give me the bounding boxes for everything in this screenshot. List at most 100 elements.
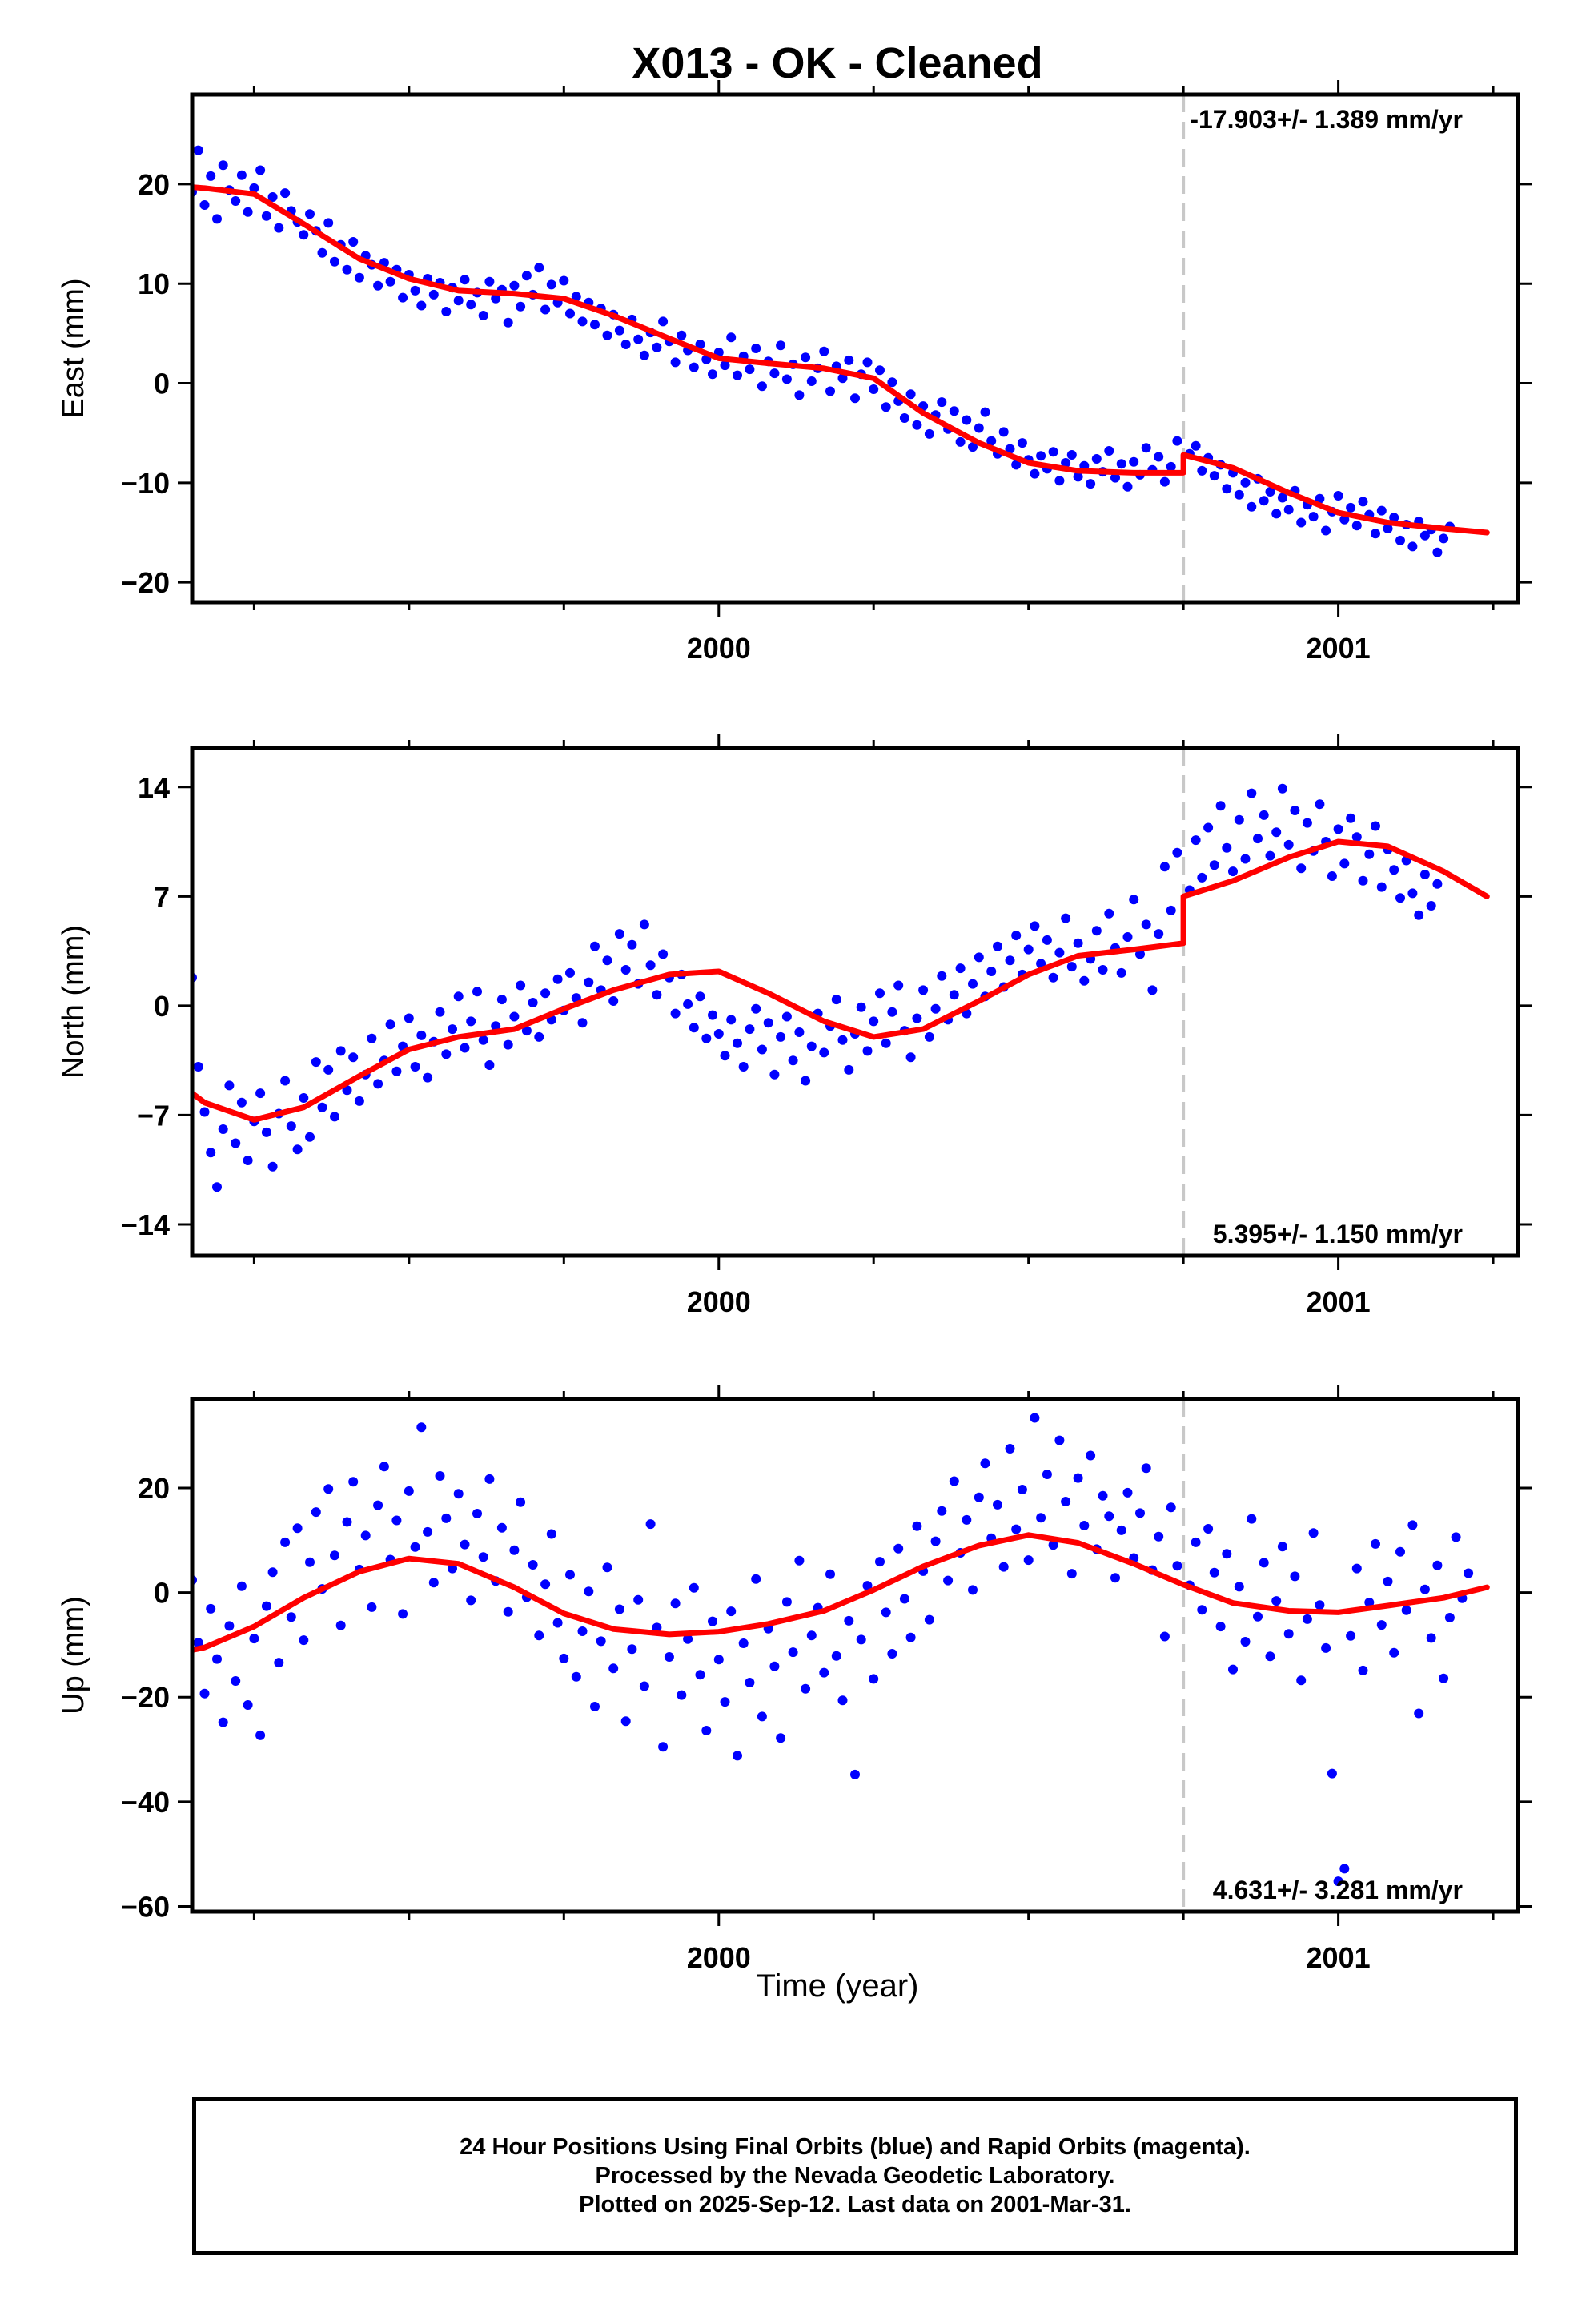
north-data-point: [1054, 947, 1065, 958]
up-data-point: [348, 1477, 359, 1487]
east-data-point: [899, 413, 909, 423]
up-data-point: [1395, 1546, 1405, 1557]
north-data-point: [1154, 929, 1164, 939]
east-data-point: [1091, 454, 1102, 464]
east-data-point: [1197, 465, 1207, 476]
up-data-point: [1135, 1508, 1145, 1518]
north-data-point: [1166, 905, 1176, 915]
up-data-point: [305, 1557, 315, 1567]
up-data-point: [1079, 1521, 1090, 1530]
up-data-point: [199, 1688, 210, 1699]
east-data-point: [968, 442, 978, 452]
up-data-point: [236, 1581, 247, 1591]
up-data-point: [1247, 1514, 1257, 1524]
east-data-point: [218, 160, 228, 171]
up-data-point: [875, 1557, 885, 1567]
east-data-point: [1315, 493, 1325, 504]
north-data-point: [1457, 0, 1467, 5]
up-data-point: [1166, 1502, 1176, 1513]
east-data-point: [652, 342, 662, 352]
east-data-point: [1110, 472, 1120, 483]
east-data-point: [1439, 533, 1449, 544]
east-data-point: [1259, 496, 1269, 506]
east-panel: −20 −10 0 10 20 2000 2001 East (mm) -17.903+/- 1…: [57, 0, 1532, 665]
up-data-point: [1482, 0, 1492, 5]
up-data-point: [255, 1730, 266, 1740]
east-data-point: [757, 381, 767, 392]
up-data-point: [751, 1574, 761, 1584]
north-data-point: [720, 1051, 730, 1061]
east-data-point: [1129, 456, 1139, 467]
north-data-point: [968, 979, 978, 989]
east-data-point: [1222, 484, 1232, 494]
north-data-point: [1159, 862, 1170, 872]
north-data-point: [163, 1082, 172, 1092]
north-data-point: [745, 1024, 755, 1035]
up-data-point: [1228, 1664, 1238, 1675]
north-data-point: [912, 1013, 922, 1023]
north-data-point: [1283, 839, 1294, 850]
north-data-point: [311, 1057, 321, 1068]
east-data-point: [1116, 459, 1126, 469]
up-data-point: [559, 1653, 569, 1663]
up-data-point: [1054, 1435, 1065, 1445]
up-data-point: [299, 1635, 309, 1646]
north-data-point: [905, 1052, 916, 1063]
east-x-tick-label: 2001: [1307, 632, 1371, 665]
north-data-point: [608, 996, 619, 1006]
north-data-point: [738, 1062, 749, 1072]
north-data-point: [1234, 814, 1244, 825]
north-data-point: [937, 971, 947, 981]
up-data-point: [1476, 0, 1486, 5]
east-y-tick-label: 0: [154, 368, 170, 400]
north-data-point: [645, 960, 656, 971]
east-data-point: [243, 207, 253, 217]
up-data-point: [1017, 1485, 1027, 1494]
up-data-point: [781, 1597, 792, 1607]
up-data-point: [1104, 1511, 1114, 1522]
north-data-point: [819, 1047, 829, 1058]
up-x-tick-label: 2000: [687, 1941, 751, 1974]
up-data-point: [1376, 1620, 1387, 1630]
up-data-point: [801, 1683, 811, 1694]
north-data-point: [448, 1024, 457, 1035]
east-data-point: [875, 365, 885, 376]
up-data-point: [1066, 1569, 1077, 1579]
north-data-point: [528, 998, 538, 1007]
east-data-point: [733, 370, 742, 380]
east-data-point: [1457, 0, 1467, 5]
north-data-point: [255, 1088, 266, 1099]
east-data-point: [980, 407, 990, 417]
north-data-point: [1048, 972, 1058, 983]
up-rate-label: 4.631+/- 3.281 mm/yr: [1213, 1876, 1463, 1904]
north-data-point: [726, 1015, 737, 1025]
north-data-point: [243, 1156, 253, 1165]
north-data-point: [794, 1027, 805, 1037]
east-data-point: [175, 193, 185, 203]
up-data-point: [930, 1536, 941, 1546]
north-data-point: [261, 1127, 271, 1137]
east-data-point: [546, 279, 556, 290]
up-data-point: [825, 1569, 835, 1579]
north-data-point: [484, 1060, 495, 1070]
east-data-point: [299, 230, 309, 240]
east-data-point: [212, 214, 222, 224]
east-data-point: [844, 355, 854, 365]
east-data-point: [453, 296, 464, 306]
east-data-point: [869, 384, 879, 394]
north-data-point: [837, 1035, 848, 1045]
east-data-point: [850, 393, 860, 404]
north-data-point: [1432, 879, 1443, 889]
up-data-point: [745, 1678, 755, 1687]
up-data-point: [664, 1652, 674, 1662]
east-data-point: [577, 316, 588, 327]
north-data-point: [503, 1039, 513, 1050]
north-data-point: [1079, 975, 1090, 986]
north-data-point: [169, 1023, 179, 1032]
east-data-point: [689, 362, 699, 372]
east-data-point: [373, 280, 383, 291]
north-data-point: [614, 929, 624, 939]
east-data-point: [1482, 0, 1492, 5]
east-data-point: [1470, 0, 1480, 5]
east-data-point: [231, 196, 241, 206]
